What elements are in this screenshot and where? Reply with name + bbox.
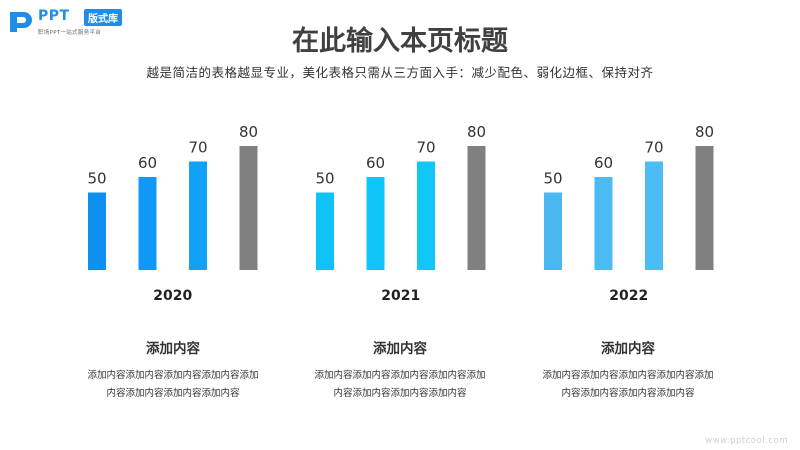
brand-logo: PPT 版式库 职场PPT一站式服务平台	[8, 8, 158, 42]
bar	[239, 146, 258, 270]
content-block-1: 添加内容 添加内容添加内容添加内容添加内容添加内容添加内容添加内容添加内容	[53, 337, 293, 403]
bar-value-label: 60	[366, 154, 385, 172]
bar	[138, 177, 157, 270]
bar-value-label: 70	[416, 139, 435, 157]
bar-value-label: 80	[239, 123, 258, 141]
bar-charts: 50 60 70 80 2020 50 60 70 80 2021 50 60 70 80 2022	[87, 123, 714, 304]
content-block-title: 添加内容	[601, 341, 655, 357]
bar-value-label: 60	[138, 154, 157, 172]
bar	[189, 161, 207, 270]
content-block-body: 添加内容添加内容添加内容添加内容添加内容添加内容添加内容添加内容	[87, 370, 259, 399]
page-subtitle: 越是简洁的表格越显专业，美化表格只需从三方面入手：减少配色、弱化边框、保持对齐	[146, 65, 654, 80]
page-title: 在此输入本页标题	[292, 26, 508, 57]
chart-year-label: 2022	[609, 288, 648, 304]
chart-year-label: 2021	[381, 288, 420, 304]
content-block-title: 添加内容	[373, 341, 427, 357]
bar	[88, 192, 106, 270]
logo-tagline: 职场PPT一站式服务平台	[38, 30, 102, 36]
bar-group-1: 50 60 70 80 2020	[87, 123, 258, 304]
logo-brand-text: PPT	[38, 8, 70, 24]
bar	[645, 161, 663, 270]
bar	[544, 192, 562, 270]
bar-value-label: 50	[543, 170, 562, 188]
content-block-title: 添加内容	[146, 341, 200, 357]
bar	[594, 177, 613, 270]
bar-value-label: 50	[87, 170, 106, 188]
logo-badge: 版式库	[84, 9, 122, 26]
logo-p-icon	[10, 12, 32, 32]
bar-value-label: 70	[644, 139, 663, 157]
bar	[366, 177, 385, 270]
bar-value-label: 80	[467, 123, 486, 141]
bar-group-2: 50 60 70 80 2021	[315, 123, 486, 304]
bar	[316, 192, 334, 270]
bar	[467, 146, 486, 270]
content-block-2: 添加内容 添加内容添加内容添加内容添加内容添加内容添加内容添加内容添加内容	[280, 337, 520, 403]
content-block-body: 添加内容添加内容添加内容添加内容添加内容添加内容添加内容添加内容	[314, 370, 486, 399]
content-block-3: 添加内容 添加内容添加内容添加内容添加内容添加内容添加内容添加内容添加内容	[508, 337, 748, 403]
bar	[695, 146, 714, 270]
bar-value-label: 70	[188, 139, 207, 157]
bar-group-3: 50 60 70 80 2022	[543, 123, 714, 304]
chart-year-label: 2020	[153, 288, 192, 304]
bar-value-label: 60	[594, 154, 613, 172]
content-block-body: 添加内容添加内容添加内容添加内容添加内容添加内容添加内容添加内容	[542, 370, 714, 399]
watermark: www.pptcool.com	[705, 436, 788, 446]
bar-value-label: 50	[315, 170, 334, 188]
bar	[417, 161, 435, 270]
bar-value-label: 80	[695, 123, 714, 141]
